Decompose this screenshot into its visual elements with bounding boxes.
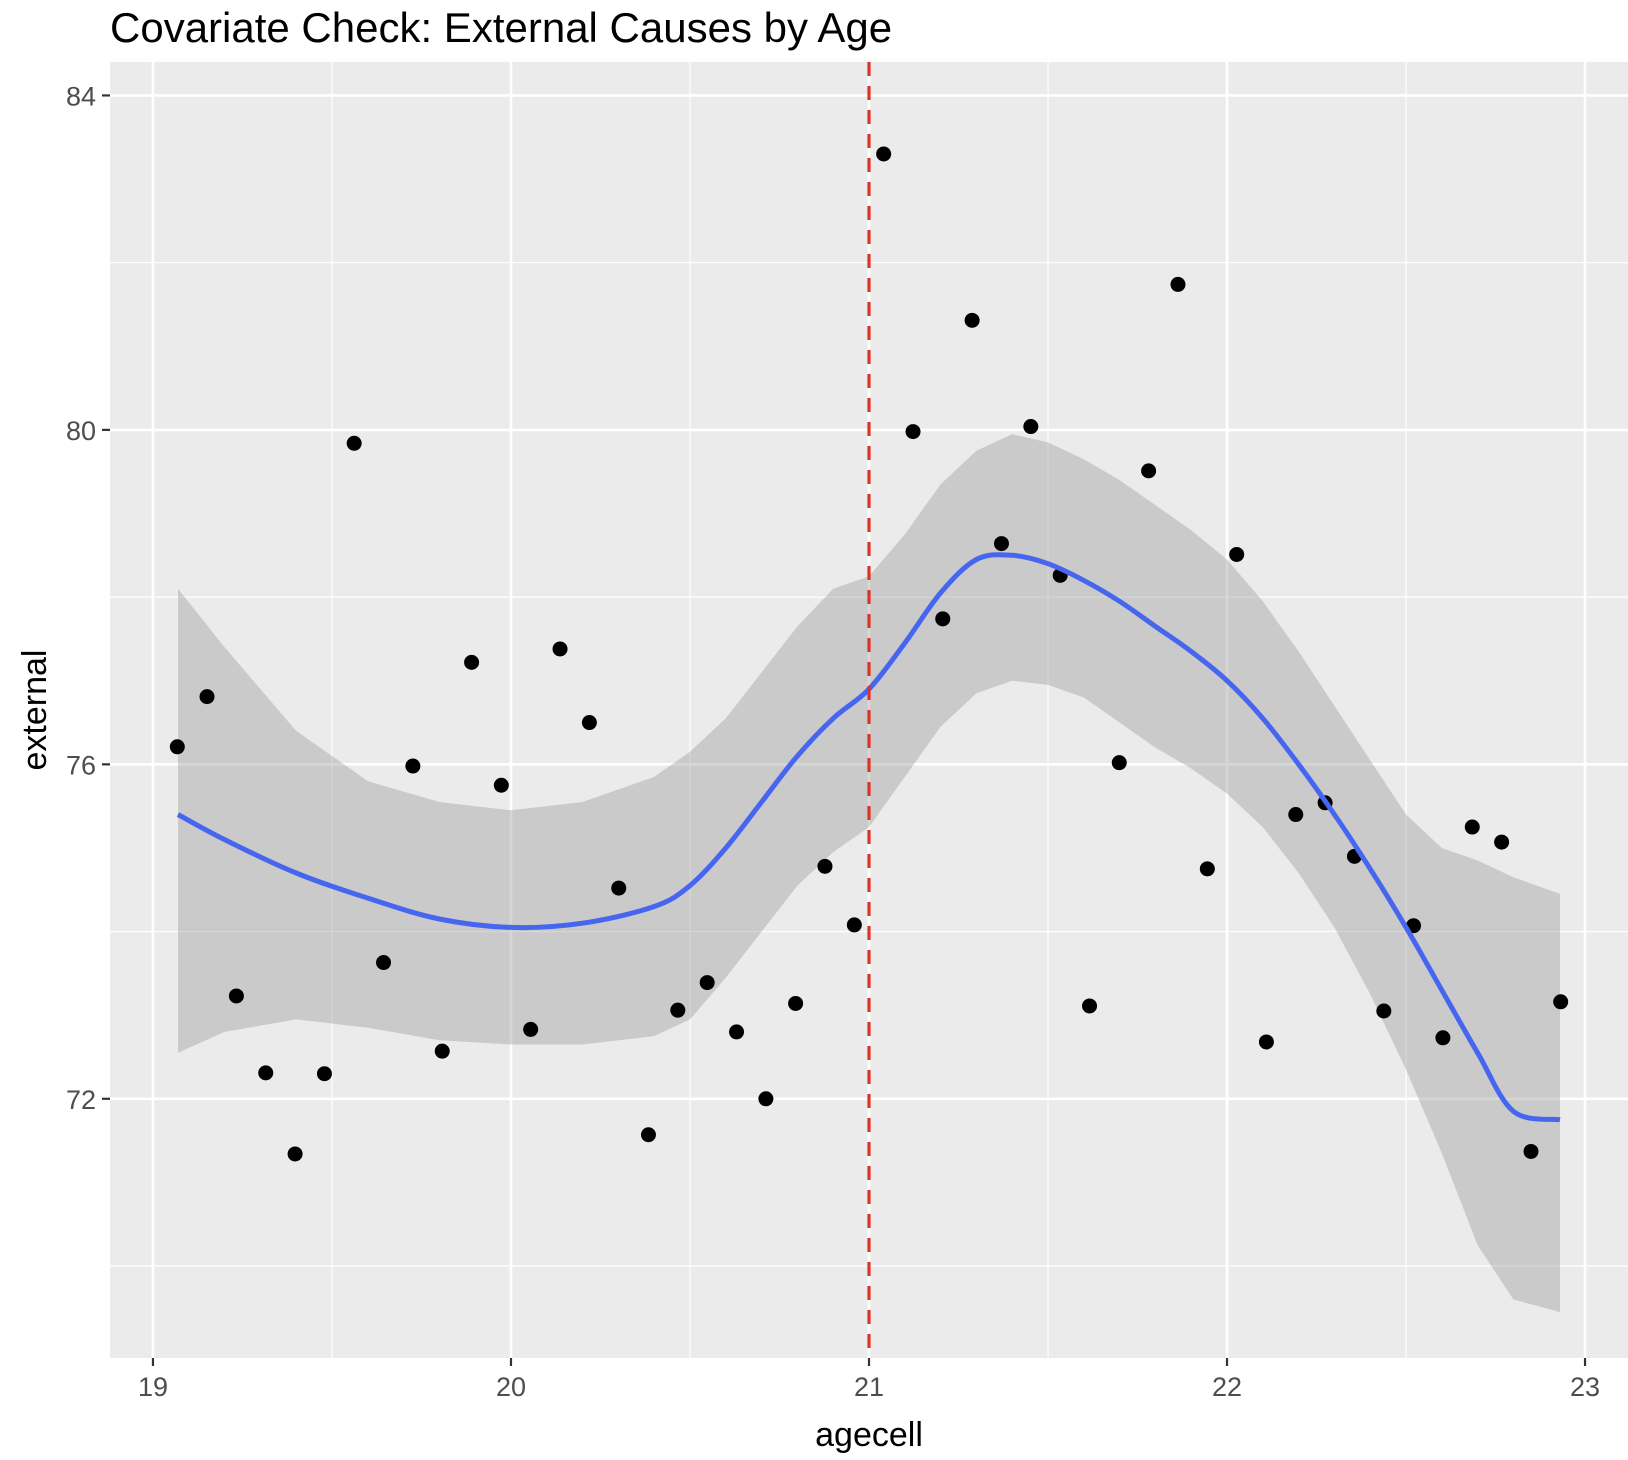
- data-point: [258, 1065, 274, 1081]
- data-point: [434, 1043, 450, 1059]
- data-point: [993, 536, 1009, 552]
- data-point: [1464, 819, 1480, 835]
- x-tick-label: 20: [496, 1372, 526, 1402]
- data-point: [346, 435, 362, 451]
- data-point: [316, 1066, 332, 1082]
- chart-title: Covariate Check: External Causes by Age: [110, 4, 893, 51]
- y-tick-label: 80: [66, 416, 96, 446]
- data-point: [1141, 463, 1157, 479]
- data-point: [817, 858, 833, 874]
- data-point: [581, 715, 597, 731]
- y-tick-label: 76: [66, 750, 96, 780]
- data-point: [640, 1127, 656, 1143]
- data-point: [199, 689, 215, 705]
- data-point: [1023, 419, 1039, 435]
- confidence-band: [178, 434, 1560, 1313]
- y-tick-label: 84: [66, 81, 96, 111]
- data-point: [1553, 994, 1569, 1010]
- axis-ticks: [102, 94, 1587, 1366]
- data-point: [1199, 861, 1215, 877]
- data-point: [228, 988, 244, 1004]
- y-tick-label: 72: [66, 1085, 96, 1115]
- data-point: [376, 955, 392, 971]
- y-tick-labels: 72 76 80 84: [66, 81, 96, 1114]
- data-point: [964, 312, 980, 328]
- data-point: [670, 1002, 686, 1018]
- data-point: [287, 1146, 303, 1162]
- data-point: [1288, 807, 1304, 823]
- data-point: [464, 654, 480, 670]
- data-point: [1494, 834, 1510, 850]
- data-point: [935, 611, 951, 627]
- x-tick-label: 22: [1212, 1372, 1242, 1402]
- data-point: [699, 975, 715, 991]
- data-point: [729, 1024, 745, 1040]
- data-point: [405, 758, 421, 774]
- x-tick-label: 19: [138, 1372, 168, 1402]
- x-tick-label: 23: [1570, 1372, 1600, 1402]
- data-point: [1258, 1034, 1274, 1050]
- data-points: [169, 146, 1569, 1162]
- data-point: [788, 995, 804, 1011]
- smooth-line: [176, 552, 1561, 1123]
- data-point: [523, 1021, 539, 1037]
- data-point: [1082, 998, 1098, 1014]
- data-point: [758, 1091, 774, 1107]
- data-point: [1170, 276, 1186, 292]
- data-point: [552, 641, 568, 657]
- x-axis-title: agecell: [815, 1416, 923, 1454]
- data-point: [169, 739, 185, 755]
- data-point: [1435, 1030, 1451, 1046]
- x-tick-label: 21: [854, 1372, 884, 1402]
- data-point: [846, 917, 862, 933]
- data-point: [876, 146, 892, 162]
- data-point: [1523, 1143, 1539, 1159]
- data-point: [611, 880, 627, 896]
- data-point: [1376, 1003, 1392, 1019]
- data-point: [1229, 546, 1245, 562]
- data-point: [1111, 755, 1127, 771]
- y-axis-title: external: [16, 650, 54, 771]
- data-point: [493, 777, 509, 793]
- data-point: [905, 424, 921, 440]
- x-tick-labels: 19 20 21 22 23: [138, 1372, 1600, 1402]
